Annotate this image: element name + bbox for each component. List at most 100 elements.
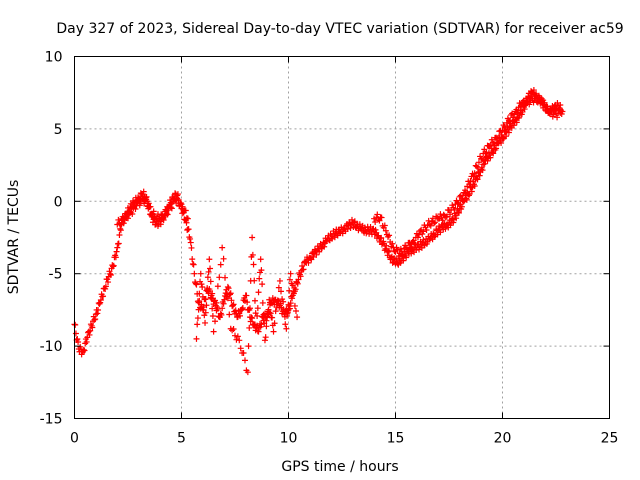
data-point bbox=[100, 293, 107, 300]
x-tick-label: 0 bbox=[70, 431, 79, 447]
data-point bbox=[471, 170, 478, 177]
data-point bbox=[407, 244, 414, 251]
data-point bbox=[102, 283, 109, 290]
data-point bbox=[207, 278, 214, 285]
data-point bbox=[276, 277, 283, 284]
x-tick-label: 5 bbox=[177, 431, 186, 447]
y-tick-label: -5 bbox=[49, 267, 63, 283]
data-point bbox=[205, 268, 212, 275]
data-point bbox=[80, 346, 87, 353]
data-point bbox=[486, 143, 493, 150]
data-point bbox=[425, 217, 432, 224]
data-point bbox=[506, 118, 513, 125]
data-point bbox=[270, 328, 277, 335]
data-point bbox=[85, 328, 92, 335]
data-point bbox=[95, 307, 102, 314]
data-point bbox=[524, 95, 531, 102]
data-point bbox=[167, 204, 174, 211]
data-point bbox=[420, 228, 427, 235]
data-point bbox=[112, 254, 119, 261]
data-point bbox=[286, 287, 293, 294]
x-axis-label: GPS time / hours bbox=[281, 459, 398, 475]
data-point bbox=[431, 220, 438, 227]
data-point bbox=[147, 203, 154, 210]
data-point bbox=[196, 297, 203, 304]
data-point bbox=[351, 218, 358, 225]
data-point bbox=[498, 139, 505, 146]
data-point bbox=[305, 259, 312, 266]
data-point bbox=[378, 214, 385, 221]
data-point bbox=[273, 304, 280, 311]
data-point bbox=[187, 239, 194, 246]
data-point bbox=[223, 286, 230, 293]
data-point bbox=[487, 142, 494, 149]
data-point bbox=[72, 321, 79, 328]
data-point bbox=[107, 271, 114, 278]
data-point bbox=[557, 109, 564, 116]
data-point bbox=[140, 188, 147, 195]
data-point bbox=[226, 311, 233, 318]
x-tick-label: 10 bbox=[280, 431, 298, 447]
data-point bbox=[137, 198, 144, 205]
data-point bbox=[474, 164, 481, 171]
data-point bbox=[454, 199, 461, 206]
data-point bbox=[96, 300, 103, 307]
data-point bbox=[265, 306, 272, 313]
data-point bbox=[157, 221, 164, 228]
data-point bbox=[514, 109, 521, 116]
data-point bbox=[189, 260, 196, 267]
data-point bbox=[287, 270, 294, 277]
data-point bbox=[442, 225, 449, 232]
data-point bbox=[197, 270, 204, 277]
data-point bbox=[202, 319, 209, 326]
data-point bbox=[427, 222, 434, 229]
data-point bbox=[300, 266, 307, 273]
data-point bbox=[493, 145, 500, 152]
data-point bbox=[220, 255, 227, 262]
data-point bbox=[184, 215, 191, 222]
data-point bbox=[416, 231, 423, 238]
data-point bbox=[209, 312, 216, 319]
data-point bbox=[383, 242, 390, 249]
data-point bbox=[459, 192, 466, 199]
data-point bbox=[404, 246, 411, 253]
data-point bbox=[389, 240, 396, 247]
data-point bbox=[72, 330, 79, 337]
data-point bbox=[115, 240, 122, 247]
data-point bbox=[554, 114, 561, 121]
data-point bbox=[157, 216, 164, 223]
data-point bbox=[218, 311, 225, 318]
data-point bbox=[116, 232, 123, 239]
data-point bbox=[210, 328, 217, 335]
data-point bbox=[556, 106, 563, 113]
data-point bbox=[374, 211, 381, 218]
data-point bbox=[297, 273, 304, 280]
data-point bbox=[244, 369, 251, 376]
data-point bbox=[274, 298, 281, 305]
data-point bbox=[432, 219, 439, 226]
data-point bbox=[534, 99, 541, 106]
data-point bbox=[227, 290, 234, 297]
data-point bbox=[143, 196, 150, 203]
data-point bbox=[193, 335, 200, 342]
data-point bbox=[483, 149, 490, 156]
data-point bbox=[132, 205, 139, 212]
data-point bbox=[190, 261, 197, 268]
y-tick-label: 5 bbox=[54, 122, 63, 138]
data-point bbox=[204, 274, 211, 281]
y-tick-label: 10 bbox=[45, 50, 63, 66]
data-point bbox=[385, 248, 392, 255]
data-point bbox=[97, 297, 104, 303]
data-point bbox=[220, 300, 227, 307]
data-point bbox=[294, 280, 301, 287]
data-point bbox=[203, 302, 210, 309]
data-point bbox=[376, 217, 383, 224]
y-tick-label: -15 bbox=[40, 412, 63, 428]
x-tick-label: 15 bbox=[387, 431, 405, 447]
data-point bbox=[557, 102, 564, 109]
data-point bbox=[236, 312, 243, 319]
data-point bbox=[91, 316, 98, 323]
data-point bbox=[391, 248, 398, 255]
data-point bbox=[182, 207, 189, 214]
